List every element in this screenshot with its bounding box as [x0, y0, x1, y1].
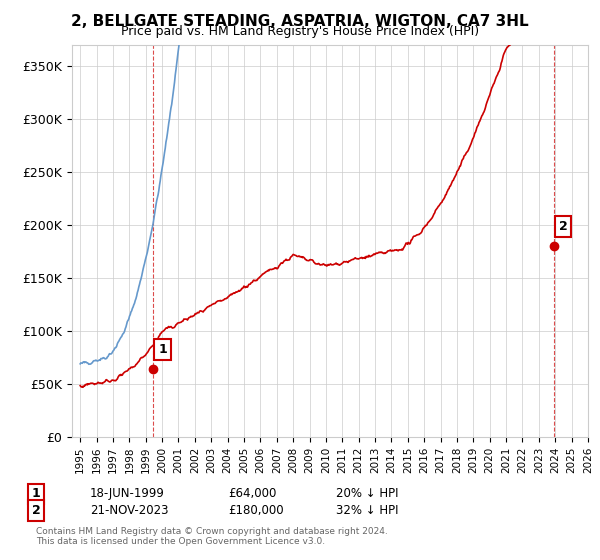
Text: 20% ↓ HPI: 20% ↓ HPI — [336, 487, 398, 501]
Text: 32% ↓ HPI: 32% ↓ HPI — [336, 504, 398, 517]
Text: 1: 1 — [32, 487, 40, 501]
Text: 1: 1 — [158, 343, 167, 356]
Text: Price paid vs. HM Land Registry's House Price Index (HPI): Price paid vs. HM Land Registry's House … — [121, 25, 479, 38]
Text: 21-NOV-2023: 21-NOV-2023 — [90, 504, 169, 517]
Text: Contains HM Land Registry data © Crown copyright and database right 2024.
This d: Contains HM Land Registry data © Crown c… — [36, 526, 388, 546]
Text: £180,000: £180,000 — [228, 504, 284, 517]
Text: £64,000: £64,000 — [228, 487, 277, 501]
Text: 18-JUN-1999: 18-JUN-1999 — [90, 487, 165, 501]
Text: 2: 2 — [559, 220, 567, 233]
Text: 2: 2 — [32, 504, 40, 517]
Text: 2, BELLGATE STEADING, ASPATRIA, WIGTON, CA7 3HL: 2, BELLGATE STEADING, ASPATRIA, WIGTON, … — [71, 14, 529, 29]
